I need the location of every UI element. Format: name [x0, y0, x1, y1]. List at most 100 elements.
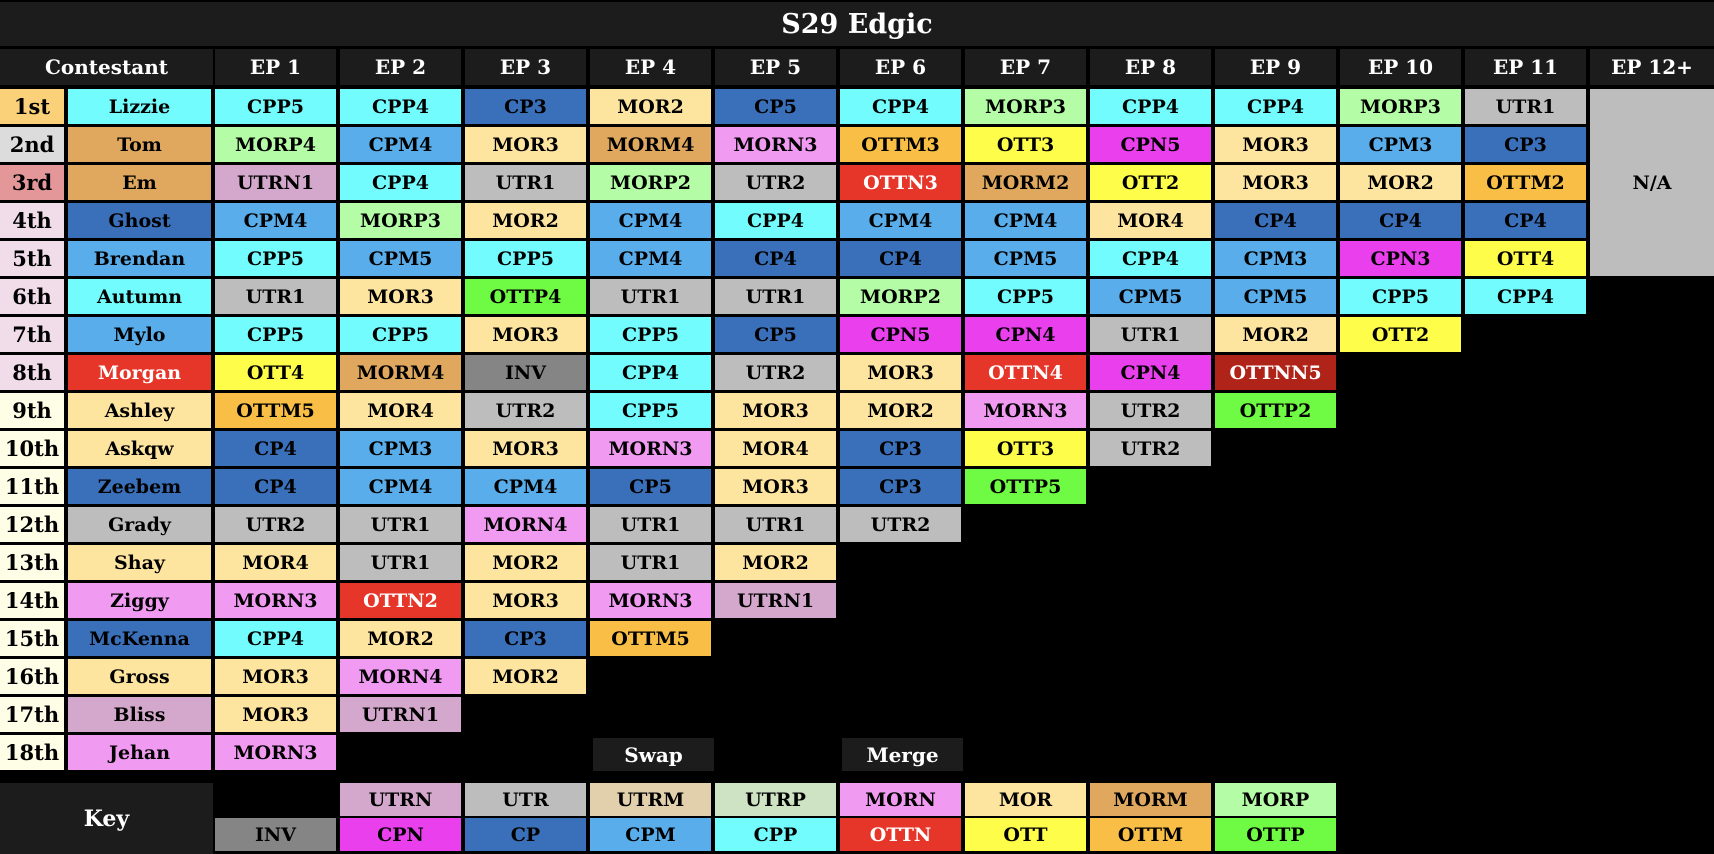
edgic-cell: MOR3	[715, 469, 836, 504]
edgic-cell: OTTN2	[340, 583, 461, 618]
key-ottp: OTTP	[1215, 818, 1336, 851]
rank-cell: 6th	[0, 279, 64, 314]
key-utrm: UTRM	[590, 783, 711, 816]
edgic-cell: CPN4	[965, 317, 1086, 352]
rank-cell: 10th	[0, 431, 64, 466]
contestant-name: Zeebem	[68, 469, 211, 504]
edgic-cell: UTR1	[1090, 317, 1211, 352]
edgic-cell: CPM4	[340, 469, 461, 504]
edgic-cell: MOR3	[215, 697, 336, 732]
edgic-cell: MORN3	[215, 735, 336, 770]
edgic-cell: CP3	[1465, 127, 1586, 162]
edgic-cell: MOR2	[715, 545, 836, 580]
edgic-cell: MOR2	[465, 203, 586, 238]
edgic-cell: MORP2	[840, 279, 961, 314]
key-morm: MORM	[1090, 783, 1211, 816]
edgic-cell: CPM5	[340, 241, 461, 276]
edgic-cell: MORN4	[340, 659, 461, 694]
edgic-cell: MOR3	[840, 355, 961, 390]
rank-cell: 8th	[0, 355, 64, 390]
contestant-name: Tom	[68, 127, 211, 162]
edgic-cell: CPM4	[840, 203, 961, 238]
key-label: Key	[0, 783, 213, 854]
contestant-name: Ghost	[68, 203, 211, 238]
edgic-cell: CPM4	[590, 241, 711, 276]
edgic-cell: UTRN1	[715, 583, 836, 618]
header-ep-12: EP 12+	[1590, 49, 1714, 85]
edgic-cell: CPP4	[715, 203, 836, 238]
edgic-cell: MOR2	[1340, 165, 1461, 200]
edgic-cell: CPP4	[340, 165, 461, 200]
edgic-cell: CPP4	[590, 355, 711, 390]
edgic-cell: CPM5	[965, 241, 1086, 276]
edgic-cell: MORN3	[215, 583, 336, 618]
edgic-cell: CPP4	[1465, 279, 1586, 314]
edgic-cell: OTT2	[1340, 317, 1461, 352]
edgic-cell: CP5	[715, 89, 836, 124]
edgic-cell: OTTN3	[840, 165, 961, 200]
edgic-cell: MOR4	[715, 431, 836, 466]
edgic-cell: CPP5	[965, 279, 1086, 314]
edgic-cell: OTTM3	[840, 127, 961, 162]
contestant-name: Ashley	[68, 393, 211, 428]
edgic-cell: MOR2	[590, 89, 711, 124]
edgic-cell: OTTP5	[965, 469, 1086, 504]
edgic-cell: UTR1	[590, 545, 711, 580]
rank-cell: 15th	[0, 621, 64, 656]
rank-cell: 11th	[0, 469, 64, 504]
edgic-cell: UTR2	[715, 165, 836, 200]
edgic-cell: CPM5	[1215, 279, 1336, 314]
rank-cell: 3rd	[0, 165, 64, 200]
edgic-cell: CPP4	[1090, 89, 1211, 124]
edgic-cell: MORN3	[965, 393, 1086, 428]
edgic-cell: MOR4	[340, 393, 461, 428]
edgic-cell: MOR3	[1215, 127, 1336, 162]
header-ep-11: EP 11	[1465, 49, 1586, 85]
edgic-cell: UTR1	[340, 507, 461, 542]
rank-cell: 7th	[0, 317, 64, 352]
key-morp: MORP	[1215, 783, 1336, 816]
key-morn: MORN	[840, 783, 961, 816]
edgic-cell: OTTM2	[1465, 165, 1586, 200]
edgic-cell: CP3	[840, 469, 961, 504]
edgic-cell: CPP4	[215, 621, 336, 656]
edgic-cell: OTTP2	[1215, 393, 1336, 428]
rank-cell: 5th	[0, 241, 64, 276]
contestant-name: Autumn	[68, 279, 211, 314]
edgic-cell: MORP3	[965, 89, 1086, 124]
edgic-cell: MOR3	[1215, 165, 1336, 200]
key-inv: INV	[215, 818, 336, 851]
contestant-name: Grady	[68, 507, 211, 542]
edgic-cell: MOR2	[465, 659, 586, 694]
header-ep-8: EP 8	[1090, 49, 1211, 85]
edgic-cell: UTR1	[715, 507, 836, 542]
edgic-cell: OTT2	[1090, 165, 1211, 200]
edgic-cell: CPN5	[840, 317, 961, 352]
contestant-name: Shay	[68, 545, 211, 580]
edgic-cell: MOR3	[465, 127, 586, 162]
edgic-cell: CPN3	[1340, 241, 1461, 276]
edgic-cell: UTRN1	[340, 697, 461, 732]
edgic-cell: MOR3	[215, 659, 336, 694]
contestant-name: Gross	[68, 659, 211, 694]
edgic-cell: CP5	[715, 317, 836, 352]
edgic-cell: CP4	[1340, 203, 1461, 238]
edgic-cell: UTR1	[340, 545, 461, 580]
edgic-cell: CPP4	[840, 89, 961, 124]
contestant-name: Askqw	[68, 431, 211, 466]
edgic-cell: MORN3	[590, 431, 711, 466]
edgic-cell: MOR3	[465, 317, 586, 352]
chart-title: S29 Edgic	[0, 2, 1714, 46]
key-utrn: UTRN	[340, 783, 461, 816]
edgic-cell: UTR2	[715, 355, 836, 390]
edgic-cell: UTR2	[1090, 393, 1211, 428]
header-ep-2: EP 2	[340, 49, 461, 85]
edgic-cell: CPM5	[1090, 279, 1211, 314]
edgic-cell: CP4	[715, 241, 836, 276]
edgic-cell: CPP5	[340, 317, 461, 352]
edgic-cell: MORN4	[465, 507, 586, 542]
edgic-cell: CPP5	[590, 393, 711, 428]
edgic-cell: UTR1	[715, 279, 836, 314]
edgic-cell: CPP5	[1340, 279, 1461, 314]
edgic-cell: MOR2	[340, 621, 461, 656]
